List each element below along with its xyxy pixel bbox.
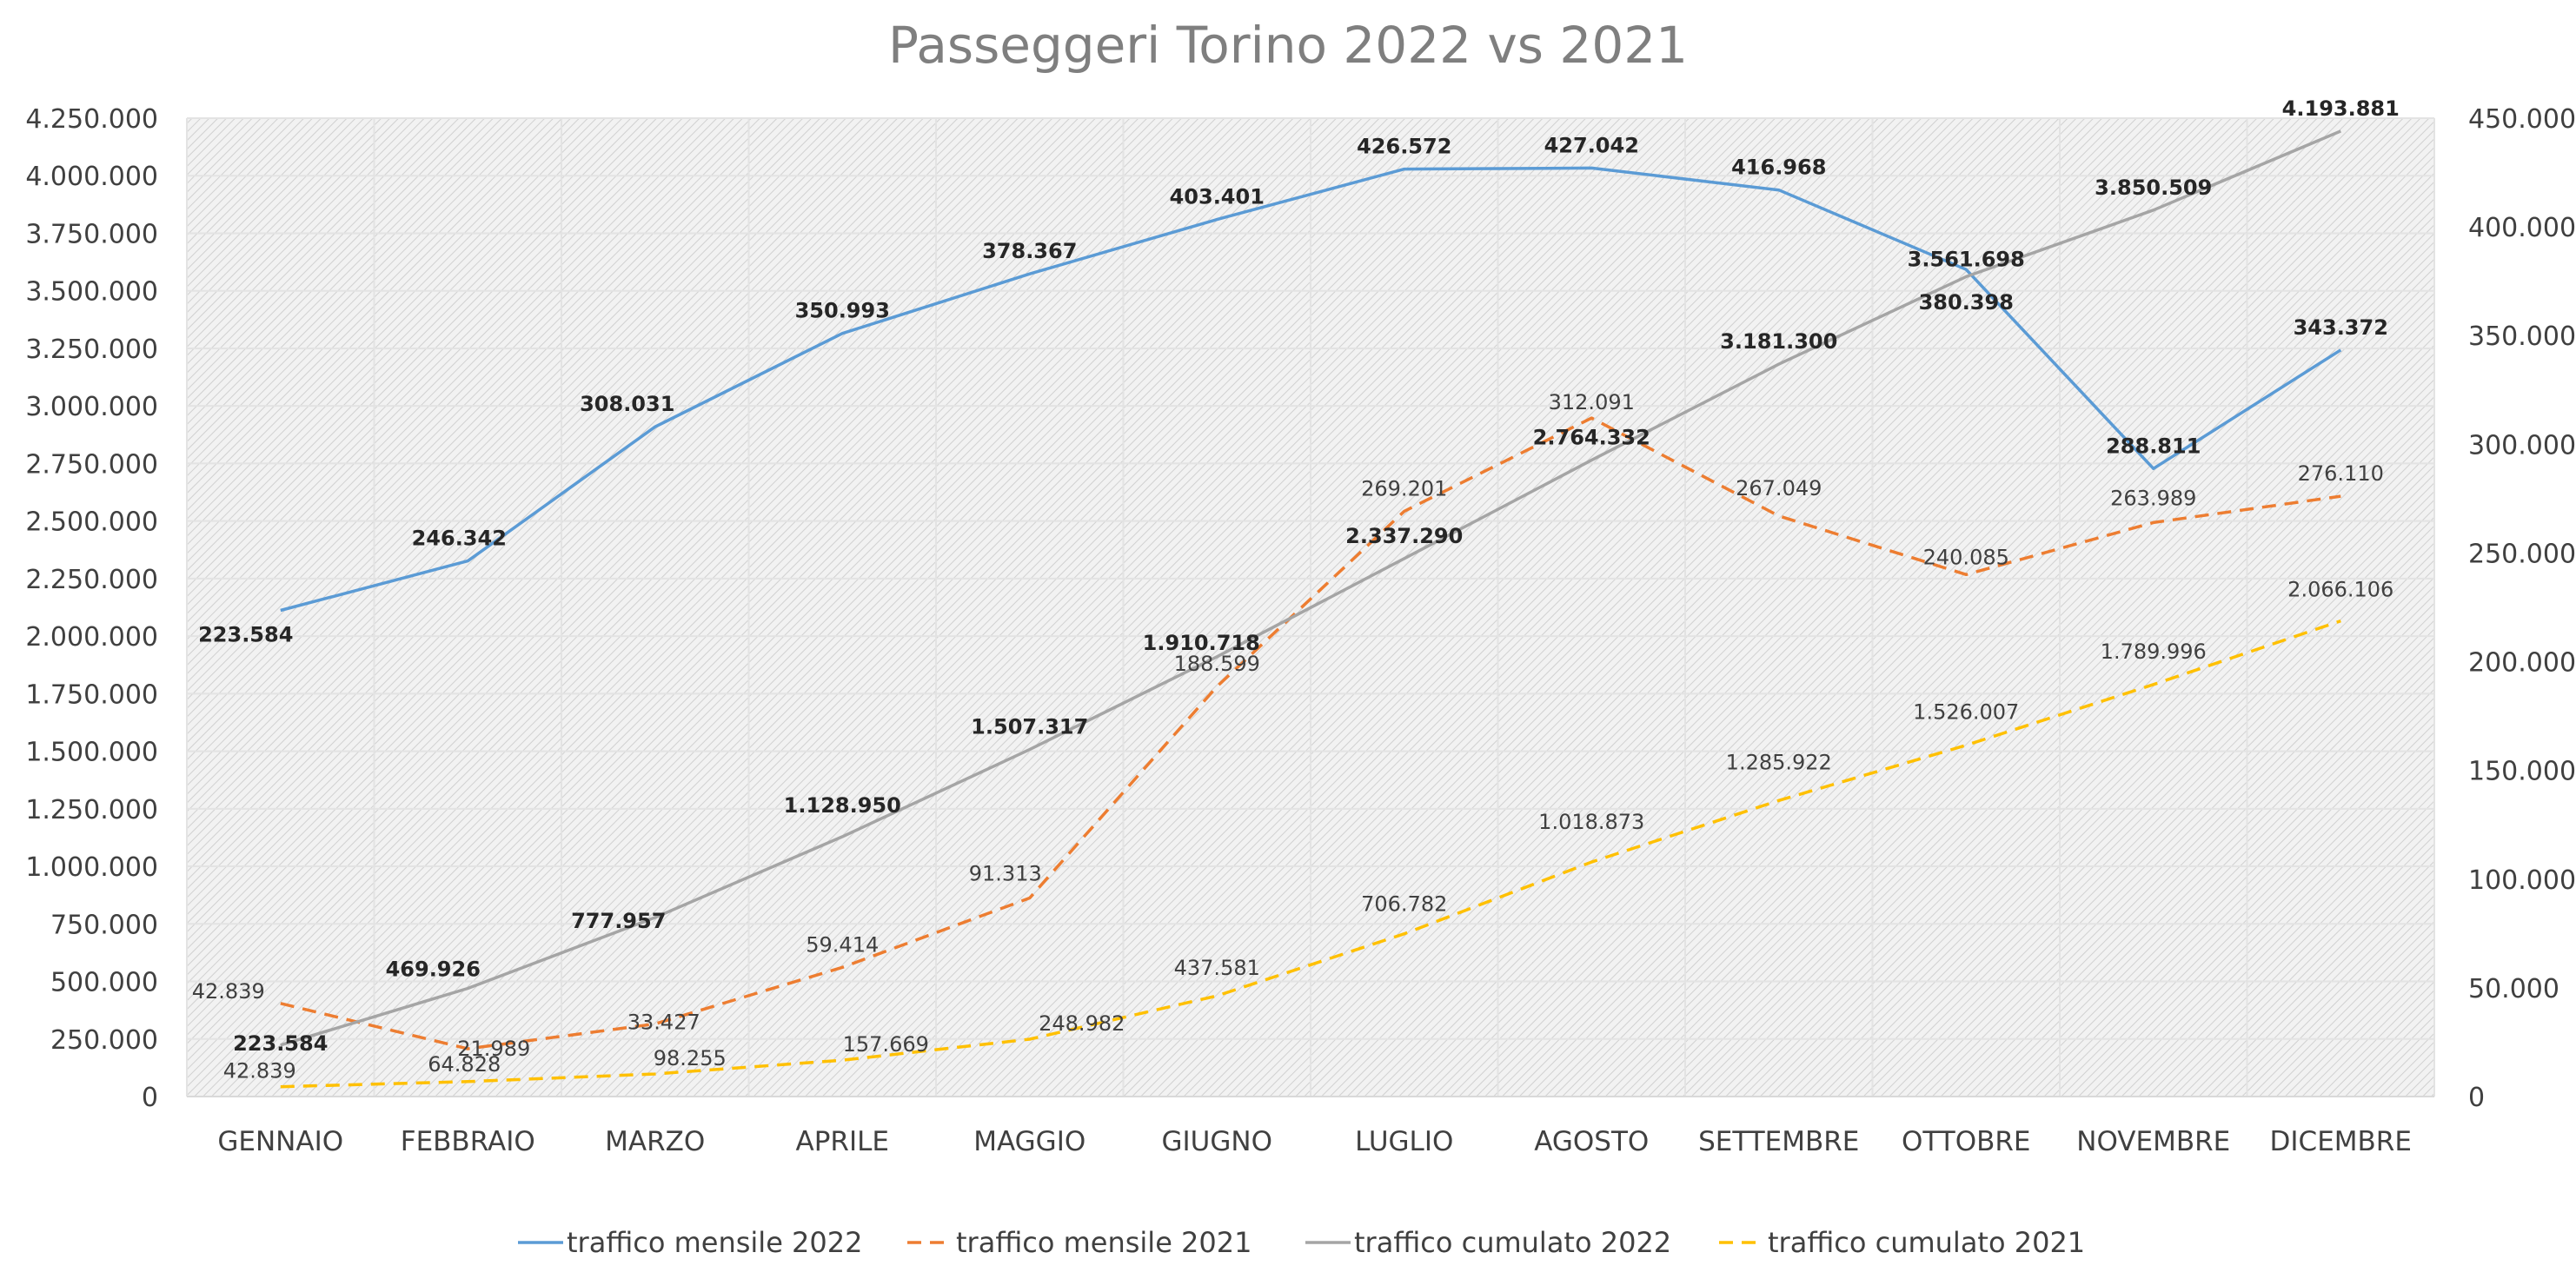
y-left-tick-label: 1.000.000: [25, 852, 158, 883]
data-label: 427.042: [1544, 133, 1639, 157]
y-left-tick-label: 4.250.000: [25, 104, 158, 135]
data-label: 706.782: [1361, 892, 1447, 917]
x-tick-label: FEBBRAIO: [401, 1126, 535, 1157]
data-label: 240.085: [1923, 545, 2009, 569]
x-tick-label: GIUGNO: [1162, 1126, 1272, 1157]
data-label: 403.401: [1170, 185, 1265, 209]
chart-title: Passeggeri Torino 2022 vs 2021: [887, 16, 1689, 75]
data-label: 350.993: [795, 299, 890, 323]
data-label: 21.989: [457, 1037, 530, 1061]
y-right-tick-label: 250.000: [2468, 539, 2576, 569]
y-left-tick-label: 250.000: [50, 1025, 158, 1056]
y-left-tick-label: 1.750.000: [25, 679, 158, 710]
data-label: 777.957: [571, 909, 666, 933]
x-tick-label: MAGGIO: [973, 1126, 1086, 1157]
y-left-tick-label: 2.750.000: [25, 449, 158, 480]
y-left-tick-label: 3.000.000: [25, 392, 158, 422]
x-tick-label: DICEMBRE: [2270, 1126, 2412, 1157]
series-line-2: [280, 416, 2341, 1050]
y-left-tick-label: 2.000.000: [25, 622, 158, 653]
y-left-tick-label: 3.750.000: [25, 219, 158, 249]
y-right-tick-label: 0: [2468, 1083, 2485, 1113]
data-label: 1.526.007: [1913, 700, 2019, 725]
y-left-tick-label: 750.000: [50, 910, 158, 940]
y-left-tick-label: 4.000.000: [25, 162, 158, 192]
data-label: 33.427: [627, 1010, 700, 1034]
legend-label-3: traffico cumulato 2022: [1354, 1226, 1671, 1259]
legend-label-2: traffico mensile 2021: [956, 1226, 1251, 1259]
data-label: 308.031: [580, 392, 674, 416]
y-right-tick-label: 450.000: [2468, 104, 2576, 135]
data-label: 157.669: [843, 1032, 929, 1057]
x-tick-label: SETTEMBRE: [1698, 1126, 1859, 1157]
data-label: 1.507.317: [971, 715, 1088, 739]
data-label: 288.811: [2106, 434, 2201, 458]
data-label: 3.850.509: [2095, 176, 2212, 200]
data-label: 269.201: [1361, 476, 1447, 500]
series-line-4: [280, 619, 2341, 1089]
data-label: 248.982: [1039, 1011, 1125, 1036]
y-right-tick-label: 400.000: [2468, 213, 2576, 243]
data-label: 223.584: [198, 623, 293, 647]
y-right-tick-label: 300.000: [2468, 430, 2576, 461]
y-left-tick-label: 1.250.000: [25, 795, 158, 825]
data-label: 267.049: [1736, 476, 1822, 500]
data-label: 1.018.873: [1538, 810, 1644, 834]
x-tick-label: AGOSTO: [1534, 1126, 1649, 1157]
y-left-tick-label: 3.500.000: [25, 277, 158, 308]
y-left-tick-label: 0: [142, 1083, 158, 1113]
legend-label-4: traffico cumulato 2021: [1768, 1226, 2085, 1259]
data-label: 263.989: [2110, 486, 2196, 510]
data-label: 98.255: [654, 1046, 727, 1070]
data-label: 1.285.922: [1726, 750, 1832, 774]
data-label: 246.342: [412, 527, 507, 551]
y-right-tick-label: 50.000: [2468, 974, 2559, 1004]
data-label: 378.367: [982, 239, 1077, 263]
data-label: 223.584: [233, 1031, 328, 1056]
x-tick-label: GENNAIO: [217, 1126, 343, 1157]
data-label: 380.398: [1919, 290, 2014, 315]
y-right-tick-label: 200.000: [2468, 648, 2576, 679]
x-tick-label: APRILE: [796, 1126, 889, 1157]
data-label: 2.066.106: [2287, 578, 2393, 602]
data-label: 1.789.996: [2101, 640, 2207, 664]
data-label: 416.968: [1731, 156, 1826, 180]
data-label: 276.110: [2298, 461, 2384, 486]
data-label: 91.313: [969, 862, 1042, 886]
data-label: 1.910.718: [1143, 631, 1260, 655]
y-left-tick-label: 3.250.000: [25, 335, 158, 365]
series-line-3: [280, 129, 2341, 1047]
data-label: 4.193.881: [2282, 96, 2400, 121]
y-right-tick-label: 350.000: [2468, 321, 2576, 352]
y-right-tick-label: 100.000: [2468, 865, 2576, 896]
data-label: 469.926: [386, 957, 481, 981]
data-label: 59.414: [806, 932, 879, 957]
y-left-tick-label: 2.250.000: [25, 565, 158, 595]
y-right-tick-label: 150.000: [2468, 757, 2576, 787]
y-left-tick-label: 2.500.000: [25, 507, 158, 538]
x-tick-label: OTTOBRE: [1902, 1126, 2031, 1157]
data-label: 2.337.290: [1345, 524, 1463, 548]
series-line-1: [280, 166, 2342, 613]
x-tick-label: LUGLIO: [1355, 1126, 1453, 1157]
data-label: 343.372: [2294, 315, 2388, 340]
data-label: 426.572: [1357, 135, 1451, 159]
data-label: 64.828: [428, 1052, 501, 1077]
data-label: 437.581: [1174, 956, 1260, 980]
data-label: 3.181.300: [1720, 329, 1837, 354]
y-left-tick-label: 500.000: [50, 968, 158, 998]
x-tick-label: NOVEMBRE: [2076, 1126, 2230, 1157]
x-tick-label: MARZO: [605, 1126, 705, 1157]
data-label: 188.599: [1174, 652, 1260, 676]
data-label: 2.764.332: [1533, 426, 1650, 450]
data-label: 3.561.698: [1908, 247, 2025, 271]
legend-label-1: traffico mensile 2022: [567, 1226, 862, 1259]
data-label: 1.128.950: [784, 793, 901, 818]
data-label: 312.091: [1549, 390, 1635, 414]
data-label: 42.839: [192, 979, 265, 1004]
data-label: 42.839: [223, 1059, 296, 1084]
y-left-tick-label: 1.500.000: [25, 738, 158, 768]
